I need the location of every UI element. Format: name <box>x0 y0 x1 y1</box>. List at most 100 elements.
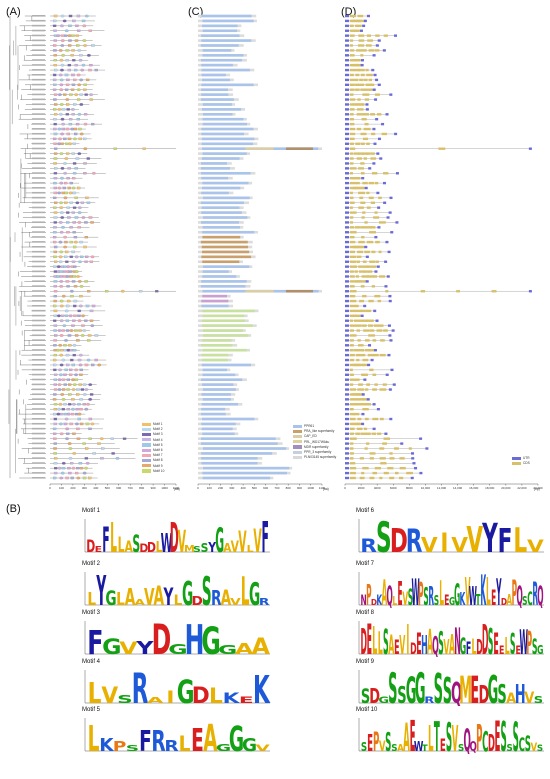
logo-letter: F <box>102 520 109 555</box>
motif-mark <box>59 373 63 377</box>
cds-block <box>369 260 376 263</box>
domain-block <box>201 452 273 455</box>
motif-mark <box>69 422 73 426</box>
motif-mark <box>79 422 84 426</box>
gene-id-label <box>32 383 45 386</box>
motif-mark <box>79 78 84 82</box>
motif-mark <box>53 68 58 72</box>
logo-letter: P <box>526 627 532 657</box>
motif-mark <box>73 235 78 239</box>
gene-id-label <box>32 152 45 155</box>
logo-letter: L <box>179 732 191 754</box>
logo-letter: V <box>238 527 246 555</box>
utr-block <box>382 49 386 52</box>
logo-letter: S <box>388 668 397 706</box>
legend-label: CAP_ED <box>304 434 317 439</box>
domain-block <box>201 132 245 136</box>
cds-block <box>362 466 369 470</box>
motif-mark <box>74 93 79 97</box>
utr-block <box>345 191 349 195</box>
cds-block <box>360 403 368 406</box>
gene-id-label <box>32 182 45 184</box>
legend-label: Motif 4 <box>153 437 163 442</box>
utr-block <box>345 447 349 450</box>
utr-block <box>372 427 376 431</box>
motif-mark <box>72 231 76 234</box>
motif-mark <box>58 221 63 224</box>
utr-block <box>373 142 377 145</box>
cds-block <box>349 476 356 480</box>
motif-mark <box>53 196 57 200</box>
motif-mark <box>59 270 64 273</box>
utr-block <box>367 363 371 367</box>
motif-mark <box>53 103 58 106</box>
logo-letter: A <box>506 591 512 608</box>
motif-mark <box>72 402 76 406</box>
cds-block <box>357 68 362 72</box>
motif-mark <box>75 201 80 205</box>
motif-mark <box>60 39 65 42</box>
logo-letter: D <box>360 622 367 657</box>
cds-block <box>385 290 389 293</box>
motif-mark <box>89 319 94 322</box>
gene-id-label <box>32 19 45 22</box>
motif-mark <box>77 412 82 416</box>
logo-letter: S <box>500 716 506 754</box>
utr-block <box>345 383 349 386</box>
cds-block <box>387 466 394 470</box>
logo-letter: V <box>144 584 155 608</box>
logo-letter: L <box>110 517 117 555</box>
motif-mark <box>59 58 64 62</box>
motif-mark <box>92 452 96 455</box>
cds-block <box>364 339 370 342</box>
cds-block <box>349 447 354 450</box>
cds-block <box>349 29 354 32</box>
motif-mark <box>53 181 57 185</box>
gene-id-label <box>32 250 45 253</box>
gene-id-label <box>32 304 45 307</box>
logo-letter: L <box>428 719 434 754</box>
legend-swatch <box>142 464 151 468</box>
cds-block <box>349 181 357 185</box>
motif-mark <box>56 265 61 269</box>
motif-mark <box>73 240 78 244</box>
motif-mark <box>87 334 92 337</box>
domain-block <box>201 378 243 382</box>
motif-mark <box>53 39 57 42</box>
domain-block <box>201 299 229 303</box>
motif-mark <box>54 201 58 204</box>
motif-mark <box>56 412 61 416</box>
motif-mark <box>65 142 69 145</box>
cds-block <box>355 309 362 313</box>
cds-block <box>366 442 370 445</box>
logo-letter: E <box>444 591 449 608</box>
cds-block <box>358 152 365 155</box>
cds-block <box>373 275 378 278</box>
motif-mark <box>60 34 65 37</box>
logo-letter: E <box>239 695 254 705</box>
gene-id-label <box>32 270 45 273</box>
motif-mark <box>58 368 62 372</box>
motif-mark <box>80 388 85 391</box>
logo-letter: V <box>178 525 187 555</box>
logo-letter: R <box>360 535 377 555</box>
utr-block <box>365 108 369 111</box>
cds-block <box>349 157 354 160</box>
motif-mark <box>78 127 82 131</box>
motif-mark <box>52 88 57 91</box>
utr-block <box>345 255 349 259</box>
motif-legend-item: Motif 10 <box>142 469 164 474</box>
motif-mark <box>88 437 92 440</box>
motif-mark <box>65 353 70 357</box>
utr-block <box>345 462 349 465</box>
utr-block <box>345 407 349 411</box>
gene-id-label <box>32 49 45 52</box>
domain-block <box>201 280 247 283</box>
motif-mark <box>76 437 81 440</box>
logo-letter: R <box>211 587 222 608</box>
legend-label: Motif 8 <box>153 458 163 463</box>
logo-letter: K <box>223 691 241 706</box>
utr-block <box>345 417 349 421</box>
utr-block <box>365 103 369 106</box>
logo-letter: K <box>376 591 383 608</box>
